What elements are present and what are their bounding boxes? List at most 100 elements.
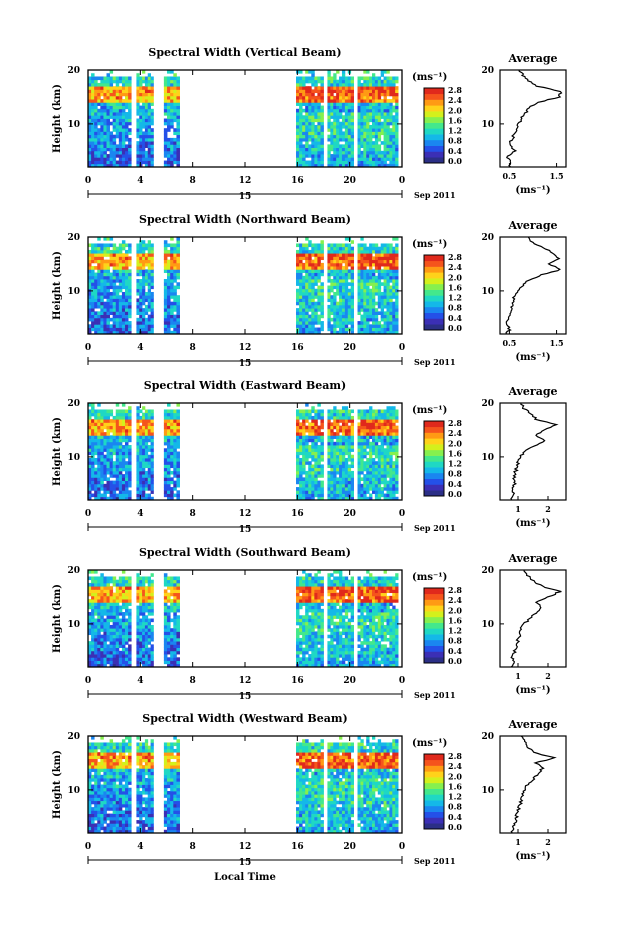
heatmap-cell — [112, 118, 117, 123]
heatmap-cell — [112, 480, 117, 485]
heatmap-cell — [386, 291, 390, 296]
heatmap-cell — [386, 279, 390, 283]
heatmap-cell — [139, 301, 143, 306]
heatmap-cell — [128, 422, 132, 427]
heatmap-cell — [94, 641, 98, 645]
heatmap-cell — [125, 461, 129, 465]
colorbar-segment — [424, 312, 444, 319]
heatmap-cell — [372, 314, 376, 319]
heatmap-cell — [97, 419, 101, 423]
heatmap-cell — [302, 163, 306, 168]
heatmap-cell — [314, 160, 318, 165]
heatmap-cell — [327, 115, 331, 119]
heatmap-cell — [333, 112, 337, 116]
heatmap-cell — [103, 285, 107, 290]
heatmap-cell — [128, 650, 132, 655]
heatmap-cell — [88, 457, 92, 462]
heatmap-cell — [366, 79, 370, 84]
heatmap-cell — [327, 451, 331, 456]
heatmap-cell — [173, 493, 177, 498]
heatmap-cell — [336, 419, 340, 423]
heatmap-cell — [125, 628, 129, 632]
colorbar-segment — [424, 444, 444, 451]
x-tick-label: 12 — [239, 343, 252, 353]
heatmap-cell — [389, 249, 393, 254]
heatmap-cell — [91, 467, 95, 472]
heatmap-cell — [314, 102, 318, 106]
heatmap-cell — [136, 311, 140, 315]
heatmap-cell — [339, 272, 343, 277]
heatmap-cell — [100, 467, 104, 472]
heatmap-cell — [94, 298, 98, 303]
heatmap-cell — [97, 304, 101, 309]
heatmap-cell — [314, 330, 318, 335]
heatmap-cell — [97, 624, 101, 629]
heatmap-cell — [91, 308, 95, 312]
heatmap-cell — [296, 249, 300, 254]
heatmap-cell — [383, 249, 387, 254]
heatmap-cell — [339, 451, 343, 456]
heatmap-cell — [305, 256, 309, 261]
heatmap-cell — [100, 124, 104, 129]
heatmap-cell — [142, 275, 146, 280]
heatmap-cell — [341, 480, 346, 485]
heatmap-cell — [163, 409, 168, 414]
heatmap-cell — [389, 137, 393, 142]
heatmap-cell — [383, 144, 387, 148]
heatmap-cell — [103, 82, 107, 87]
heatmap-cell — [136, 154, 140, 158]
heatmap-cell — [327, 150, 331, 155]
heatmap-cell — [109, 291, 114, 296]
heatmap-cell — [128, 663, 132, 668]
heatmap-cell — [360, 282, 364, 286]
heatmap-cell — [103, 477, 107, 481]
heatmap-cell — [88, 663, 92, 668]
heatmap-cell — [128, 246, 132, 251]
heatmap-cell — [125, 118, 129, 123]
heatmap-cell — [106, 301, 110, 306]
heatmap-cell — [333, 461, 337, 465]
heatmap-cell — [317, 160, 321, 165]
heatmap-cell — [341, 324, 346, 328]
beam-panel-3: Spectral Width (Eastward Beam)2010Height… — [52, 379, 567, 535]
heatmap-cell — [366, 474, 370, 478]
heatmap-cell — [383, 137, 387, 142]
heatmap-cell — [139, 141, 143, 145]
heatmap-cell — [360, 304, 364, 309]
heatmap-cell — [109, 131, 114, 136]
heatmap-cell — [317, 496, 321, 501]
heatmap-cell — [150, 121, 154, 126]
heatmap-cell — [97, 660, 101, 665]
heatmap-cell — [336, 275, 340, 280]
heatmap-cell — [88, 154, 92, 158]
heatmap-cell — [167, 311, 171, 315]
heatmap-cell — [106, 163, 110, 168]
heatmap-cell — [170, 108, 174, 113]
heatmap-cell — [91, 425, 95, 430]
heatmap-cell — [115, 321, 120, 325]
heatmap-cell — [366, 275, 370, 280]
heatmap-cell — [128, 621, 132, 626]
heatmap-cell — [330, 89, 334, 94]
heatmap-cell — [106, 308, 110, 312]
heatmap-cell — [347, 137, 352, 142]
heatmap-cell — [314, 438, 318, 443]
heatmap-cell — [163, 457, 168, 462]
heatmap-cell — [314, 451, 318, 456]
heatmap-cell — [311, 477, 315, 481]
heatmap-cell — [383, 256, 387, 261]
heatmap-cell — [308, 253, 312, 257]
heatmap-cell — [167, 422, 171, 427]
heatmap-cell — [176, 150, 180, 155]
heatmap-cell — [144, 253, 149, 257]
heatmap-cell — [372, 147, 376, 152]
heatmap-cell — [380, 311, 384, 315]
heatmap-cell — [302, 134, 306, 139]
heatmap-cell — [383, 112, 387, 116]
heatmap-cell — [296, 99, 300, 103]
x-tick-label: 0 — [399, 176, 405, 186]
heatmap-cell — [176, 483, 180, 488]
heatmap-cell — [142, 291, 146, 296]
heatmap-cell — [369, 415, 373, 420]
heatmap-cell — [317, 246, 321, 251]
